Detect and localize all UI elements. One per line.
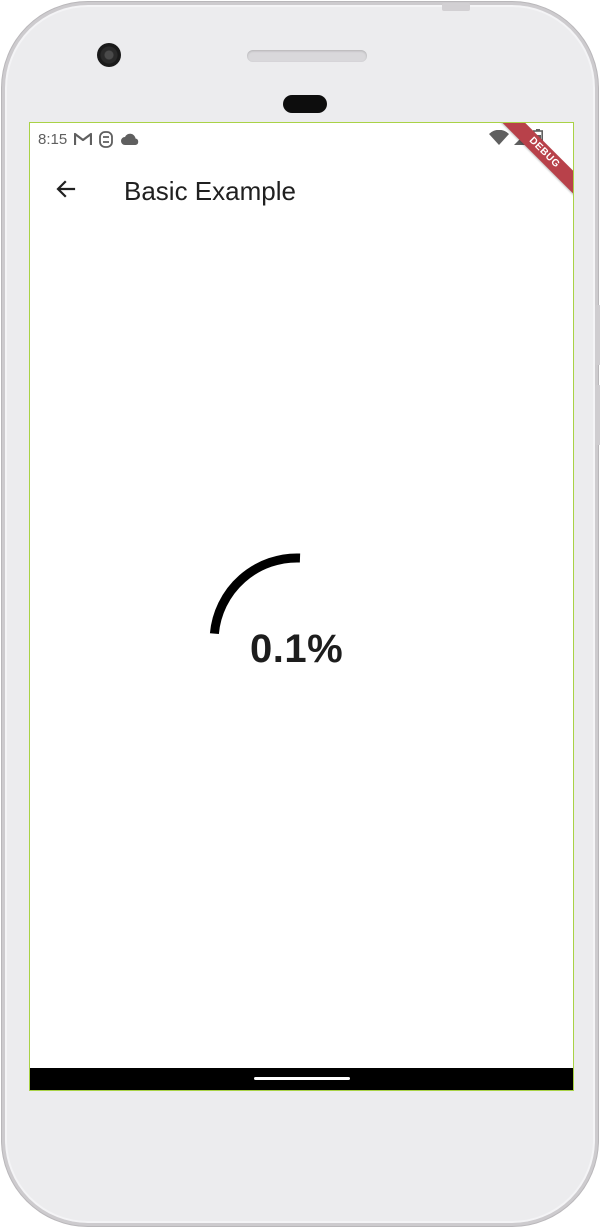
navigation-bar <box>30 1068 573 1090</box>
progress-arc <box>209 553 301 635</box>
arrow-back-icon <box>54 177 78 206</box>
screen: 8:15 <box>29 122 574 1091</box>
s-app-icon <box>99 130 114 148</box>
status-bar: 8:15 <box>30 123 573 155</box>
volume-up-button <box>595 305 600 365</box>
cloud-icon <box>120 133 140 146</box>
earpiece-speaker <box>247 50 367 62</box>
page-title: Basic Example <box>124 175 296 206</box>
app-bar: Basic Example <box>30 159 573 223</box>
back-button[interactable] <box>38 167 94 215</box>
home-indicator[interactable] <box>254 1077 350 1080</box>
wifi-icon <box>489 130 509 146</box>
front-camera <box>97 43 121 67</box>
circular-progress-indicator: 0.1% <box>204 549 384 709</box>
volume-down-button <box>595 385 600 445</box>
proximity-sensor <box>283 95 327 113</box>
progress-percentage-label: 0.1% <box>250 627 344 671</box>
gmail-icon <box>74 132 93 146</box>
status-time: 8:15 <box>38 130 68 148</box>
power-button <box>442 3 470 11</box>
